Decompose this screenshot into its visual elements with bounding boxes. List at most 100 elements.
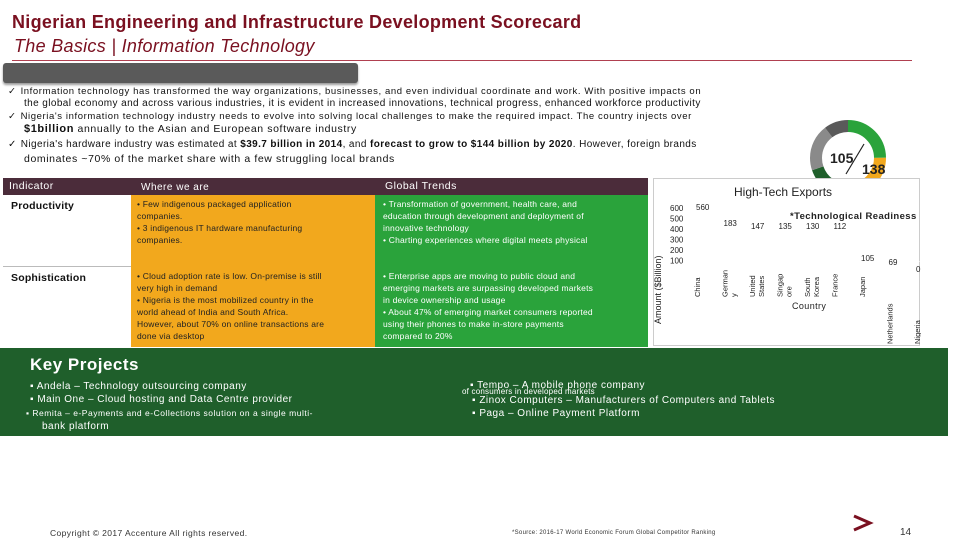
accenture-logo xyxy=(853,514,874,532)
gauge-slash xyxy=(845,143,865,175)
y-tick-label: 600 xyxy=(670,204,684,213)
category-label: ore xyxy=(785,286,794,297)
chart-title: High-Tech Exports xyxy=(734,185,832,199)
chart-bar xyxy=(886,254,905,261)
bar-value-label: 560 xyxy=(696,203,710,212)
copyright: Copyright © 2017 Accenture All rights re… xyxy=(50,528,248,538)
cell-line: • Nigeria is the most mobilized country … xyxy=(137,295,314,305)
gauge-value-b: 138 xyxy=(862,161,886,177)
cell-line: emerging markets are surpassing develope… xyxy=(383,283,594,293)
page-title: Nigerian Engineering and Infrastructure … xyxy=(12,12,582,32)
category-label: Singap xyxy=(776,274,785,297)
cell-line: world ahead of India and South Africa. xyxy=(137,307,289,317)
high-tech-exports-chart: High-Tech Exports *Technological Readine… xyxy=(653,185,932,344)
chart-bar xyxy=(749,247,767,261)
project-item: ▪ Andela – Technology outsourcing compan… xyxy=(30,381,247,392)
bar-value-label: 69 xyxy=(889,258,898,267)
gauge-segment xyxy=(810,120,886,196)
table-cell-where: • Cloud adoption rate is low. On-premise… xyxy=(131,267,375,347)
key-projects-title: Key Projects xyxy=(30,355,139,374)
category-label: United xyxy=(748,275,757,297)
cell-line: However, about 70% on online transaction… xyxy=(137,319,325,329)
bullet-3-line1: ✓ Nigeria's hardware industry was estimat… xyxy=(8,139,697,150)
bar-value-label: 147 xyxy=(751,222,765,231)
cell-line: • About 47% of emerging market consumers… xyxy=(383,307,593,317)
project-item: ▪ Main One – Cloud hosting and Data Cent… xyxy=(30,394,293,405)
cell-line: • Charting experiences where digital mee… xyxy=(383,235,588,245)
check-icon: ✓ xyxy=(8,139,17,150)
category-label: States xyxy=(757,275,766,297)
category-label: German xyxy=(721,270,730,297)
cell-line: • Enterprise apps are moving to public c… xyxy=(383,271,576,281)
logo-chevron xyxy=(853,514,874,532)
bullet-1-line1: ✓ Information technology has transformed … xyxy=(8,86,701,97)
table-header-indicator: Indicator xyxy=(3,178,131,195)
project-item: ▪ Paga – Online Payment Platform xyxy=(472,408,640,419)
chart-subtitle: *Technological Readiness xyxy=(790,211,917,222)
category-label: Nigeria xyxy=(913,319,921,344)
source-note: *Source: 2016-17 World Economic Forum Gl… xyxy=(512,530,716,536)
chart-bar xyxy=(914,260,932,262)
bullet-text: , and xyxy=(342,139,370,150)
bullet-2-line2: $1billion annually to the Asian and Euro… xyxy=(24,123,357,135)
bullet-bold-text: forecast to grow to $144 billion by 2020 xyxy=(370,139,573,150)
cell-line: very high in demand xyxy=(137,283,218,293)
cell-line: • Cloud adoption rate is low. On-premise… xyxy=(137,271,322,281)
category-label: Netherlands xyxy=(886,303,895,344)
cell-line: companies. xyxy=(137,211,183,221)
category-label: South xyxy=(803,277,812,297)
cell-line: companies. xyxy=(137,235,183,245)
bar-value-label: 135 xyxy=(779,222,793,231)
cell-line: • Transformation of government, health c… xyxy=(383,199,578,209)
gauge-center xyxy=(824,134,872,182)
table-header-where: Where we are xyxy=(131,178,375,195)
bullet-text: Information technology has transformed t… xyxy=(20,86,702,97)
section-banner xyxy=(3,63,358,83)
chart-bar xyxy=(804,249,822,261)
project-item: ▪ Zinox Computers – Manufacturers of Com… xyxy=(472,395,776,406)
gauge-segment xyxy=(810,120,886,196)
bullet-1-line2: the global economy and across various in… xyxy=(24,98,701,109)
bullet-text: Nigeria's hardware industry was estimate… xyxy=(20,139,241,150)
table-row-indicator: Productivity xyxy=(3,195,131,267)
project-item: ▪ Remita – e-Payments and e-Collections … xyxy=(26,408,313,418)
cell-line: • 3 indigenous IT hardware manufacturing xyxy=(137,223,303,233)
bar-value-label: 0.14 xyxy=(916,265,921,274)
project-item: bank platform xyxy=(42,421,110,432)
y-tick-label: 500 xyxy=(670,215,684,224)
y-tick-label: 200 xyxy=(670,246,684,255)
cell-line: innovative technology xyxy=(383,223,469,233)
bullet-text: . However, foreign brands xyxy=(572,139,697,150)
chart-bar xyxy=(831,250,850,261)
bar-value-label: 130 xyxy=(806,222,820,231)
chart-y-label: Amount ($Billion) xyxy=(654,255,663,324)
table-cell-where: • Few indigenous packaged application co… xyxy=(131,195,375,267)
bullet-3-line2: dominates ~70% of the market share with … xyxy=(24,153,395,165)
cell-line: • Few indigenous packaged application xyxy=(137,199,292,209)
bullet-2-line1: ✓ Nigeria's information technology indust… xyxy=(8,111,692,122)
table-header-trends: Global Trends xyxy=(375,178,648,195)
bullet-text: Nigeria's information technology industr… xyxy=(20,111,692,122)
chart-bar xyxy=(776,248,795,261)
bar-value-label: 105 xyxy=(861,254,875,263)
key-projects-band xyxy=(0,348,948,436)
chart-panel: High-Tech Exports *Technological Readine… xyxy=(653,178,932,346)
gauge-value-a: 105 xyxy=(830,150,854,166)
y-tick-label: 100 xyxy=(670,257,684,266)
y-tick-label: 300 xyxy=(670,236,684,245)
cell-line: compared to 20% xyxy=(383,331,453,341)
cell-line: in device ownership and usage xyxy=(383,295,506,305)
bullet-bold-text: $39.7 billion in 2014 xyxy=(240,139,343,150)
gauge-segment xyxy=(810,120,886,196)
category-label: France xyxy=(831,274,840,297)
title-divider xyxy=(12,60,912,61)
table-cell-trends: • Enterprise apps are moving to public c… xyxy=(375,267,648,347)
page-subtitle: The Basics | Information Technology xyxy=(14,36,315,56)
cell-line: done via desktop xyxy=(137,331,205,341)
cell-line: using their phones to make in-store paym… xyxy=(383,319,564,329)
chart-bar xyxy=(721,244,740,261)
bar-value-label: 112 xyxy=(834,222,847,231)
check-icon: ✓ xyxy=(8,111,17,122)
chart-x-label: Country xyxy=(792,301,826,311)
y-tick-label: 400 xyxy=(670,225,684,234)
